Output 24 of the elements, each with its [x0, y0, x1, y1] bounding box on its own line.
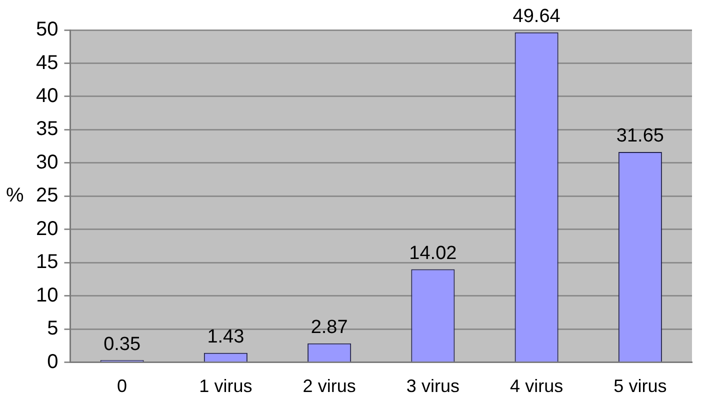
x-tick-label: 2 virus [302, 376, 356, 396]
y-tick-label: 50 [36, 18, 58, 41]
y-tick-label: 40 [36, 84, 58, 107]
data-label: 1.43 [207, 326, 244, 348]
y-tick-label: 30 [36, 151, 58, 174]
y-tick-label: 5 [47, 318, 58, 340]
y-axis-title: % [6, 184, 24, 207]
data-label: 49.64 [512, 6, 561, 28]
data-label: 14.02 [409, 242, 457, 264]
x-tick-label: 5 virus [614, 376, 667, 396]
x-tick-label: 1 virus [199, 376, 252, 396]
x-tick-label: 0 [117, 376, 128, 396]
y-tick-label: 10 [36, 284, 58, 306]
data-label: 0.35 [104, 334, 141, 355]
y-tick-label: 45 [36, 52, 58, 74]
data-label: 31.65 [616, 126, 664, 147]
y-tick-label: 15 [36, 251, 58, 274]
data-label: 2.87 [310, 317, 348, 338]
y-tick-label: 20 [36, 218, 58, 240]
y-tick-label: 0 [47, 350, 58, 373]
y-tick-label: 25 [36, 184, 58, 207]
y-tick-label: 35 [36, 118, 58, 140]
x-tick-label: 3 virus [406, 376, 460, 396]
x-tick-label: 4 virus [510, 376, 564, 396]
